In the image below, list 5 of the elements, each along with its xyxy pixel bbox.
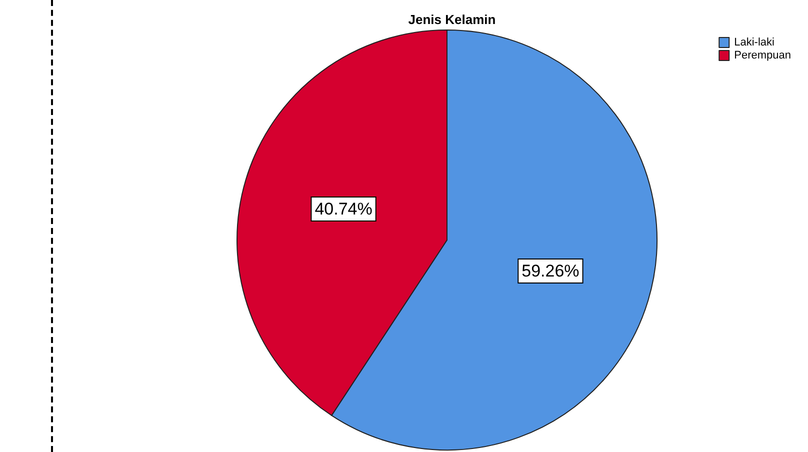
data-label: 59.26% — [522, 261, 580, 280]
legend-label: Perempuan — [734, 50, 792, 62]
legend-label: Laki-laki — [734, 36, 774, 48]
data-label: 40.74% — [314, 200, 372, 219]
chart-title: Jenis Kelamin — [408, 12, 496, 27]
